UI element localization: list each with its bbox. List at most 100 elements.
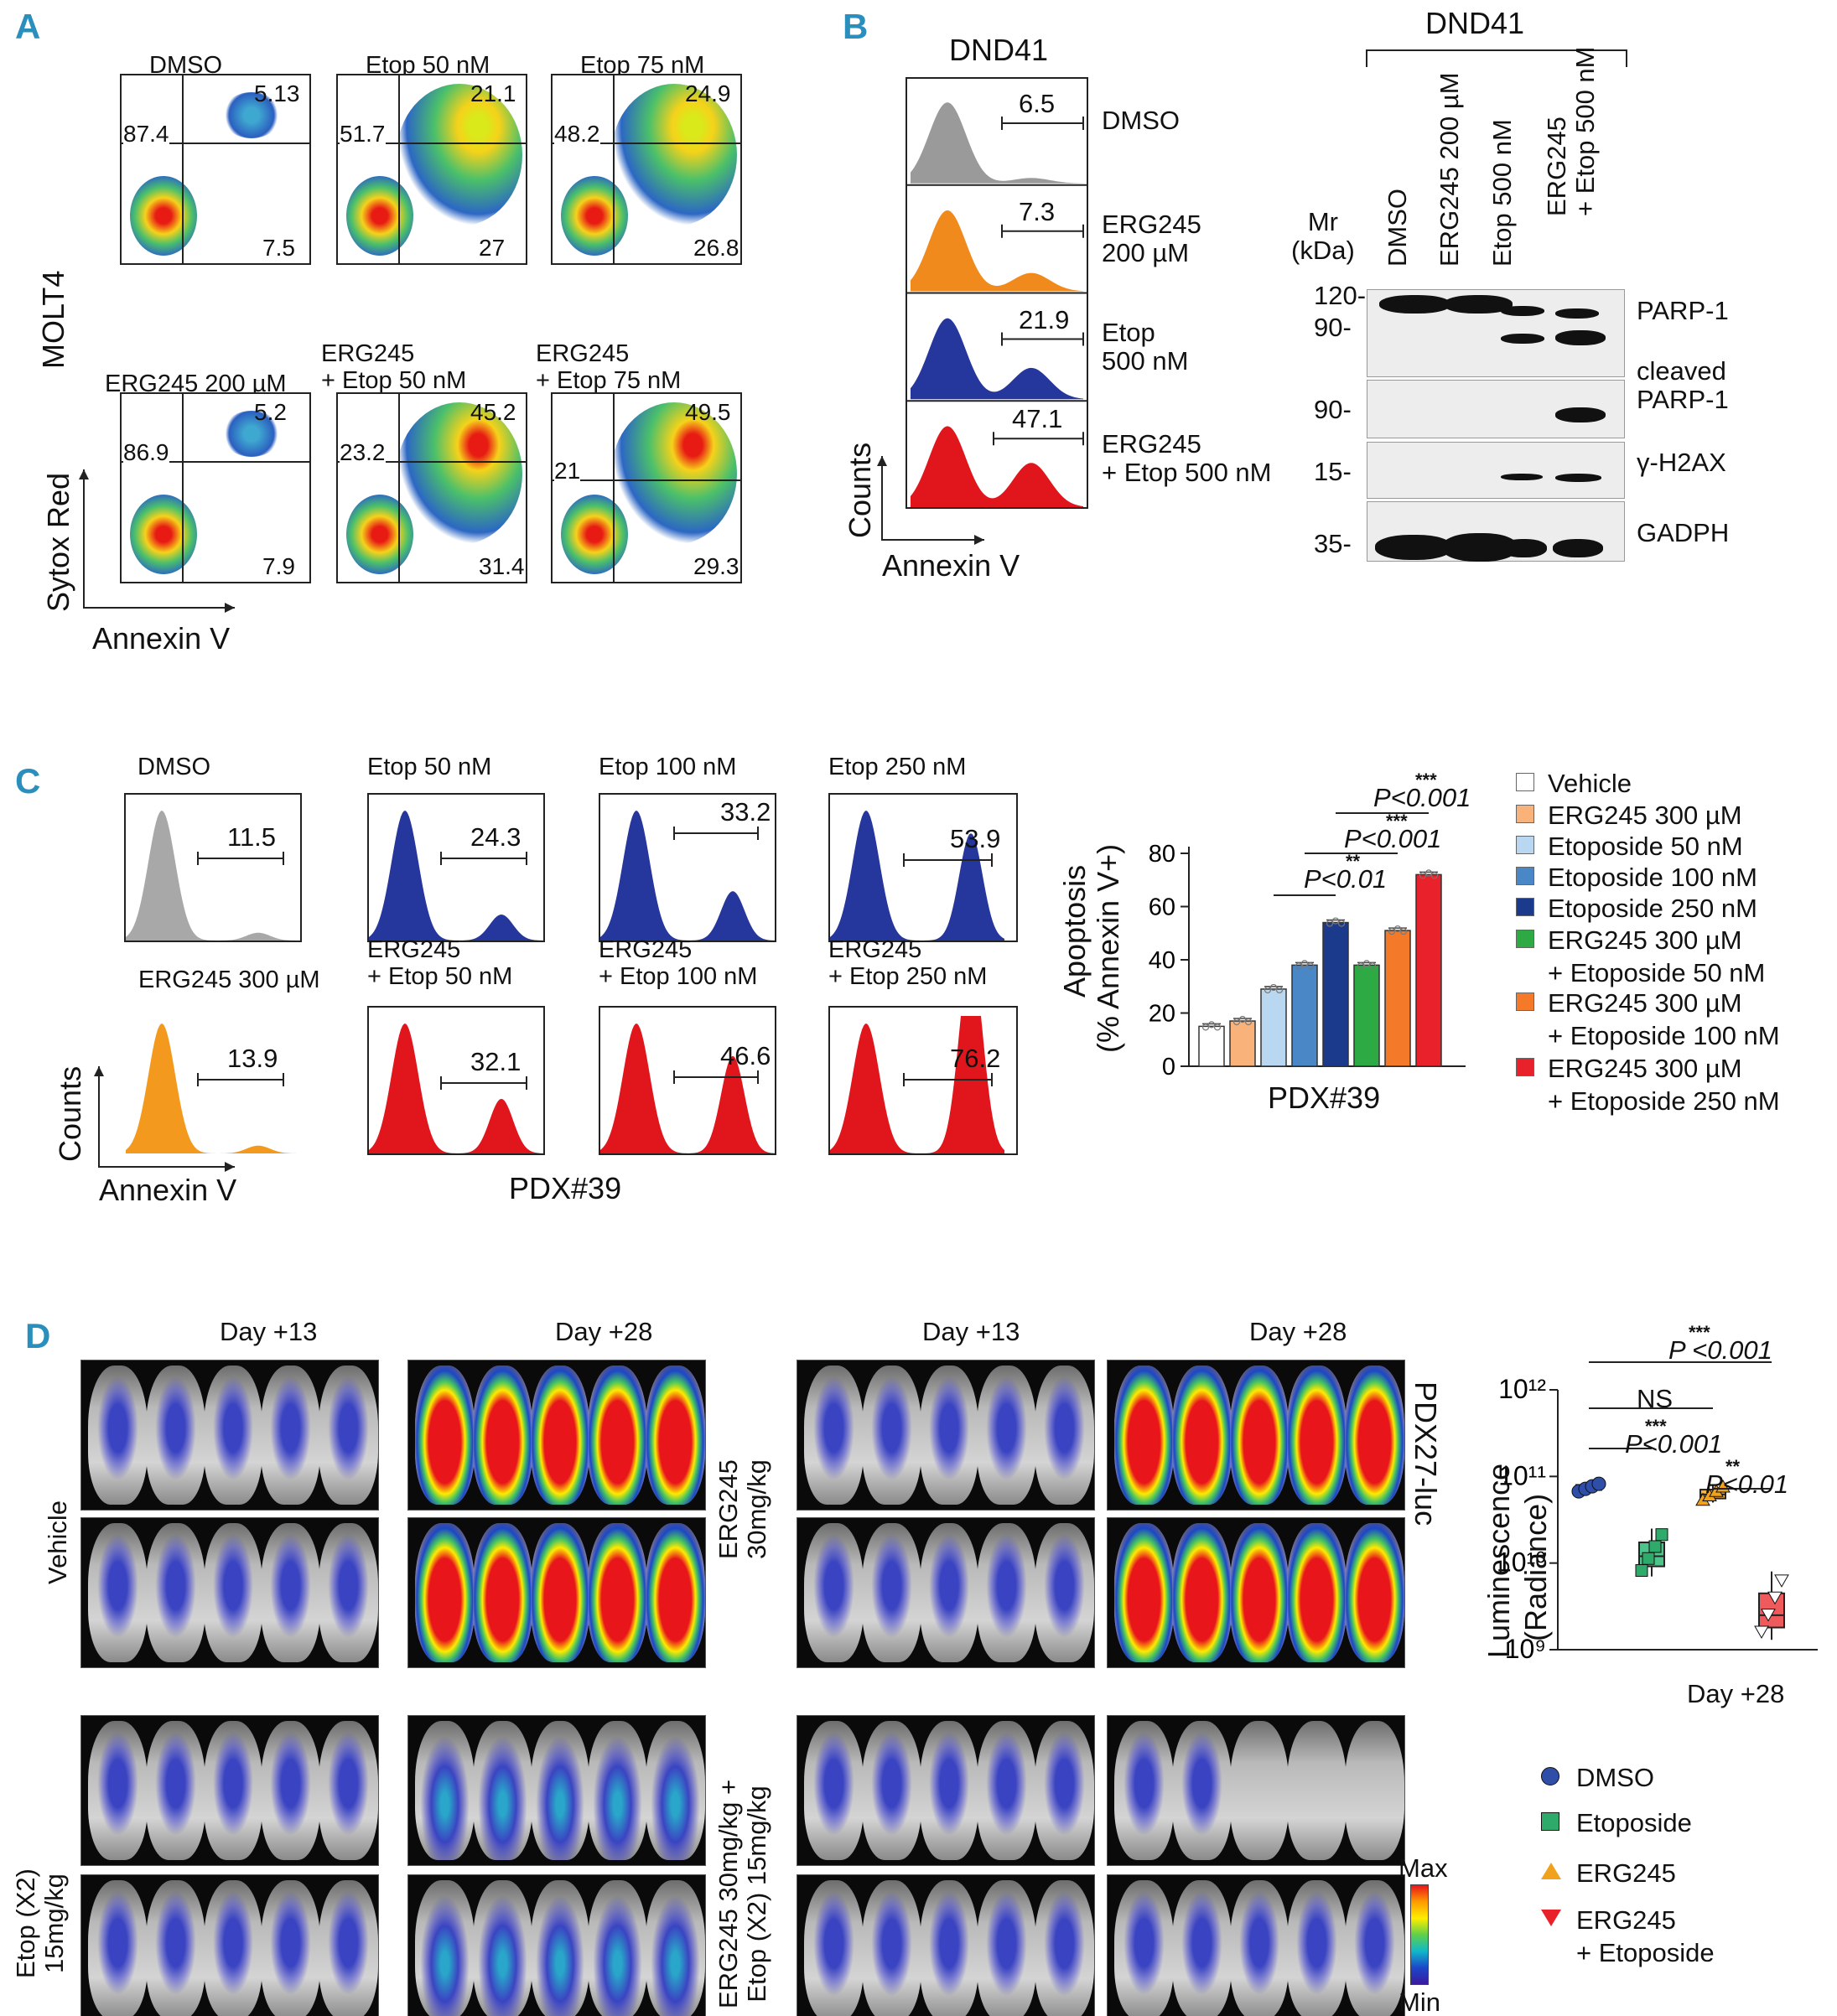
bioluminescence-image bbox=[1107, 1715, 1405, 1866]
mouse-silhouette bbox=[472, 1880, 532, 2016]
histogram-fill bbox=[126, 1024, 300, 1153]
cluster-apoptotic bbox=[397, 402, 522, 545]
signal-overlay bbox=[1229, 1366, 1290, 1505]
mouse-silhouette bbox=[415, 1523, 475, 1662]
density-plot: 21.1 51.7 27 bbox=[336, 74, 527, 265]
legend-marker bbox=[1541, 1910, 1561, 1926]
histogram-title: Etop 100 nM bbox=[599, 754, 737, 780]
mouse-silhouette bbox=[530, 1880, 590, 2016]
panel-b-x-axis: Annexin V bbox=[882, 548, 1020, 583]
signal-overlay bbox=[261, 1523, 321, 1662]
mouse-silhouette bbox=[145, 1880, 205, 2016]
histogram-title: ERG245 + Etop 100 nM bbox=[599, 936, 758, 990]
legend-swatch bbox=[1516, 773, 1534, 791]
panel-d-model-label: PDX27-luc bbox=[1409, 1381, 1443, 1526]
data-point bbox=[1306, 962, 1315, 970]
mouse-silhouette bbox=[472, 1523, 532, 1662]
signal-overlay bbox=[804, 1880, 864, 2016]
bioluminescence-image bbox=[1107, 1874, 1405, 2016]
signal-overlay bbox=[588, 1523, 648, 1662]
mw-marker: 35- bbox=[1314, 529, 1352, 558]
signal-overlay bbox=[1114, 1366, 1174, 1505]
signal-overlay bbox=[919, 1721, 979, 1860]
histogram bbox=[126, 1024, 300, 1153]
signal-overlay bbox=[203, 1523, 263, 1662]
histogram-fill bbox=[369, 1024, 543, 1153]
significance-stars: *** bbox=[1689, 1322, 1710, 1343]
signal-overlay bbox=[1035, 1366, 1094, 1505]
signal-overlay bbox=[88, 1880, 148, 2016]
data-point bbox=[1331, 917, 1340, 925]
mouse-silhouette bbox=[415, 1366, 475, 1505]
signal-overlay bbox=[415, 1523, 475, 1662]
mouse-silhouette bbox=[1345, 1366, 1404, 1505]
mouse-silhouette bbox=[1114, 1880, 1174, 2016]
mouse-silhouette bbox=[1035, 1721, 1094, 1860]
mouse-silhouette bbox=[145, 1721, 205, 1860]
mouse-silhouette bbox=[319, 1523, 378, 1662]
data-point bbox=[1655, 1528, 1668, 1542]
signal-overlay bbox=[1287, 1721, 1347, 1860]
mouse-silhouette bbox=[1171, 1721, 1232, 1860]
density-plot: 5.13 87.4 7.5 bbox=[120, 74, 311, 265]
data-point bbox=[1648, 1540, 1662, 1553]
blot-lane-label: ERG245 200 µM bbox=[1435, 72, 1464, 267]
signal-overlay bbox=[1114, 1721, 1174, 1860]
blot-band bbox=[1555, 407, 1606, 422]
gate-value: 24.3 bbox=[470, 822, 522, 852]
mouse-silhouette bbox=[919, 1880, 979, 2016]
bioluminescence-image bbox=[80, 1715, 379, 1866]
legend-label: ERG245 + Etoposide bbox=[1576, 1905, 1715, 1967]
signal-overlay bbox=[1114, 1523, 1174, 1662]
signal-overlay bbox=[646, 1880, 705, 2016]
signal-overlay bbox=[530, 1721, 590, 1860]
panel-d-day13-right: Day +13 bbox=[922, 1317, 1020, 1346]
panel-d-group-etop: Etop (X2) 15mg/kg bbox=[11, 1868, 70, 1978]
signal-overlay bbox=[319, 1880, 378, 2016]
data-point bbox=[1357, 962, 1365, 970]
blot-band bbox=[1501, 474, 1543, 480]
histogram bbox=[600, 811, 775, 941]
panel-b-axis-arrows bbox=[877, 456, 984, 545]
panel-d-group-vehicle: Vehicle bbox=[43, 1500, 72, 1584]
y-tick-label: 10¹⁰ bbox=[1497, 1547, 1546, 1578]
mouse-silhouette bbox=[1345, 1523, 1404, 1662]
data-point bbox=[1399, 927, 1408, 935]
mouse-silhouette bbox=[1287, 1366, 1347, 1505]
legend-label: DMSO bbox=[1576, 1763, 1654, 1792]
signal-overlay bbox=[145, 1366, 205, 1505]
signal-overlay bbox=[203, 1366, 263, 1505]
panel-b-hist-title: DND41 bbox=[949, 33, 1049, 67]
signal-overlay bbox=[1345, 1366, 1404, 1505]
panel-c-bar-xlabel: PDX#39 bbox=[1268, 1081, 1381, 1115]
mouse-silhouette bbox=[1229, 1523, 1290, 1662]
signal-overlay bbox=[261, 1721, 321, 1860]
signal-overlay bbox=[1171, 1880, 1232, 2016]
quadrant-vline bbox=[613, 75, 615, 263]
signal-overlay bbox=[1229, 1523, 1290, 1662]
mouse-silhouette bbox=[1171, 1523, 1232, 1662]
density-plot: 24.9 48.2 26.8 bbox=[551, 74, 742, 265]
y-tick-label: 10¹¹ bbox=[1498, 1460, 1546, 1490]
mouse-silhouette bbox=[145, 1366, 205, 1505]
data-point bbox=[1635, 1564, 1648, 1578]
mouse-silhouette bbox=[919, 1721, 979, 1860]
data-point bbox=[1430, 872, 1439, 879]
bar bbox=[1322, 921, 1349, 1067]
mouse-silhouette bbox=[319, 1880, 378, 2016]
panel-d-luminescence-plot: 10⁹ 10¹⁰ 10¹¹ 10¹² bbox=[1497, 1361, 1818, 1664]
gate-value: 47.1 bbox=[1012, 404, 1063, 434]
signal-overlay bbox=[588, 1721, 648, 1860]
blot-lane-label: Etop 500 nM bbox=[1487, 119, 1517, 267]
histogram-title: ERG245 + Etop 250 nM bbox=[828, 936, 988, 990]
signal-overlay bbox=[646, 1523, 705, 1662]
mouse-silhouette bbox=[530, 1523, 590, 1662]
data-point bbox=[1238, 1015, 1247, 1024]
y-tick-label: 60 bbox=[1149, 894, 1175, 921]
mouse-silhouette bbox=[319, 1366, 378, 1505]
signal-overlay bbox=[1287, 1366, 1347, 1505]
y-tick-label: 0 bbox=[1162, 1054, 1175, 1081]
histogram-fill bbox=[600, 811, 775, 941]
signal-overlay bbox=[861, 1523, 921, 1662]
data-point bbox=[1326, 920, 1334, 927]
